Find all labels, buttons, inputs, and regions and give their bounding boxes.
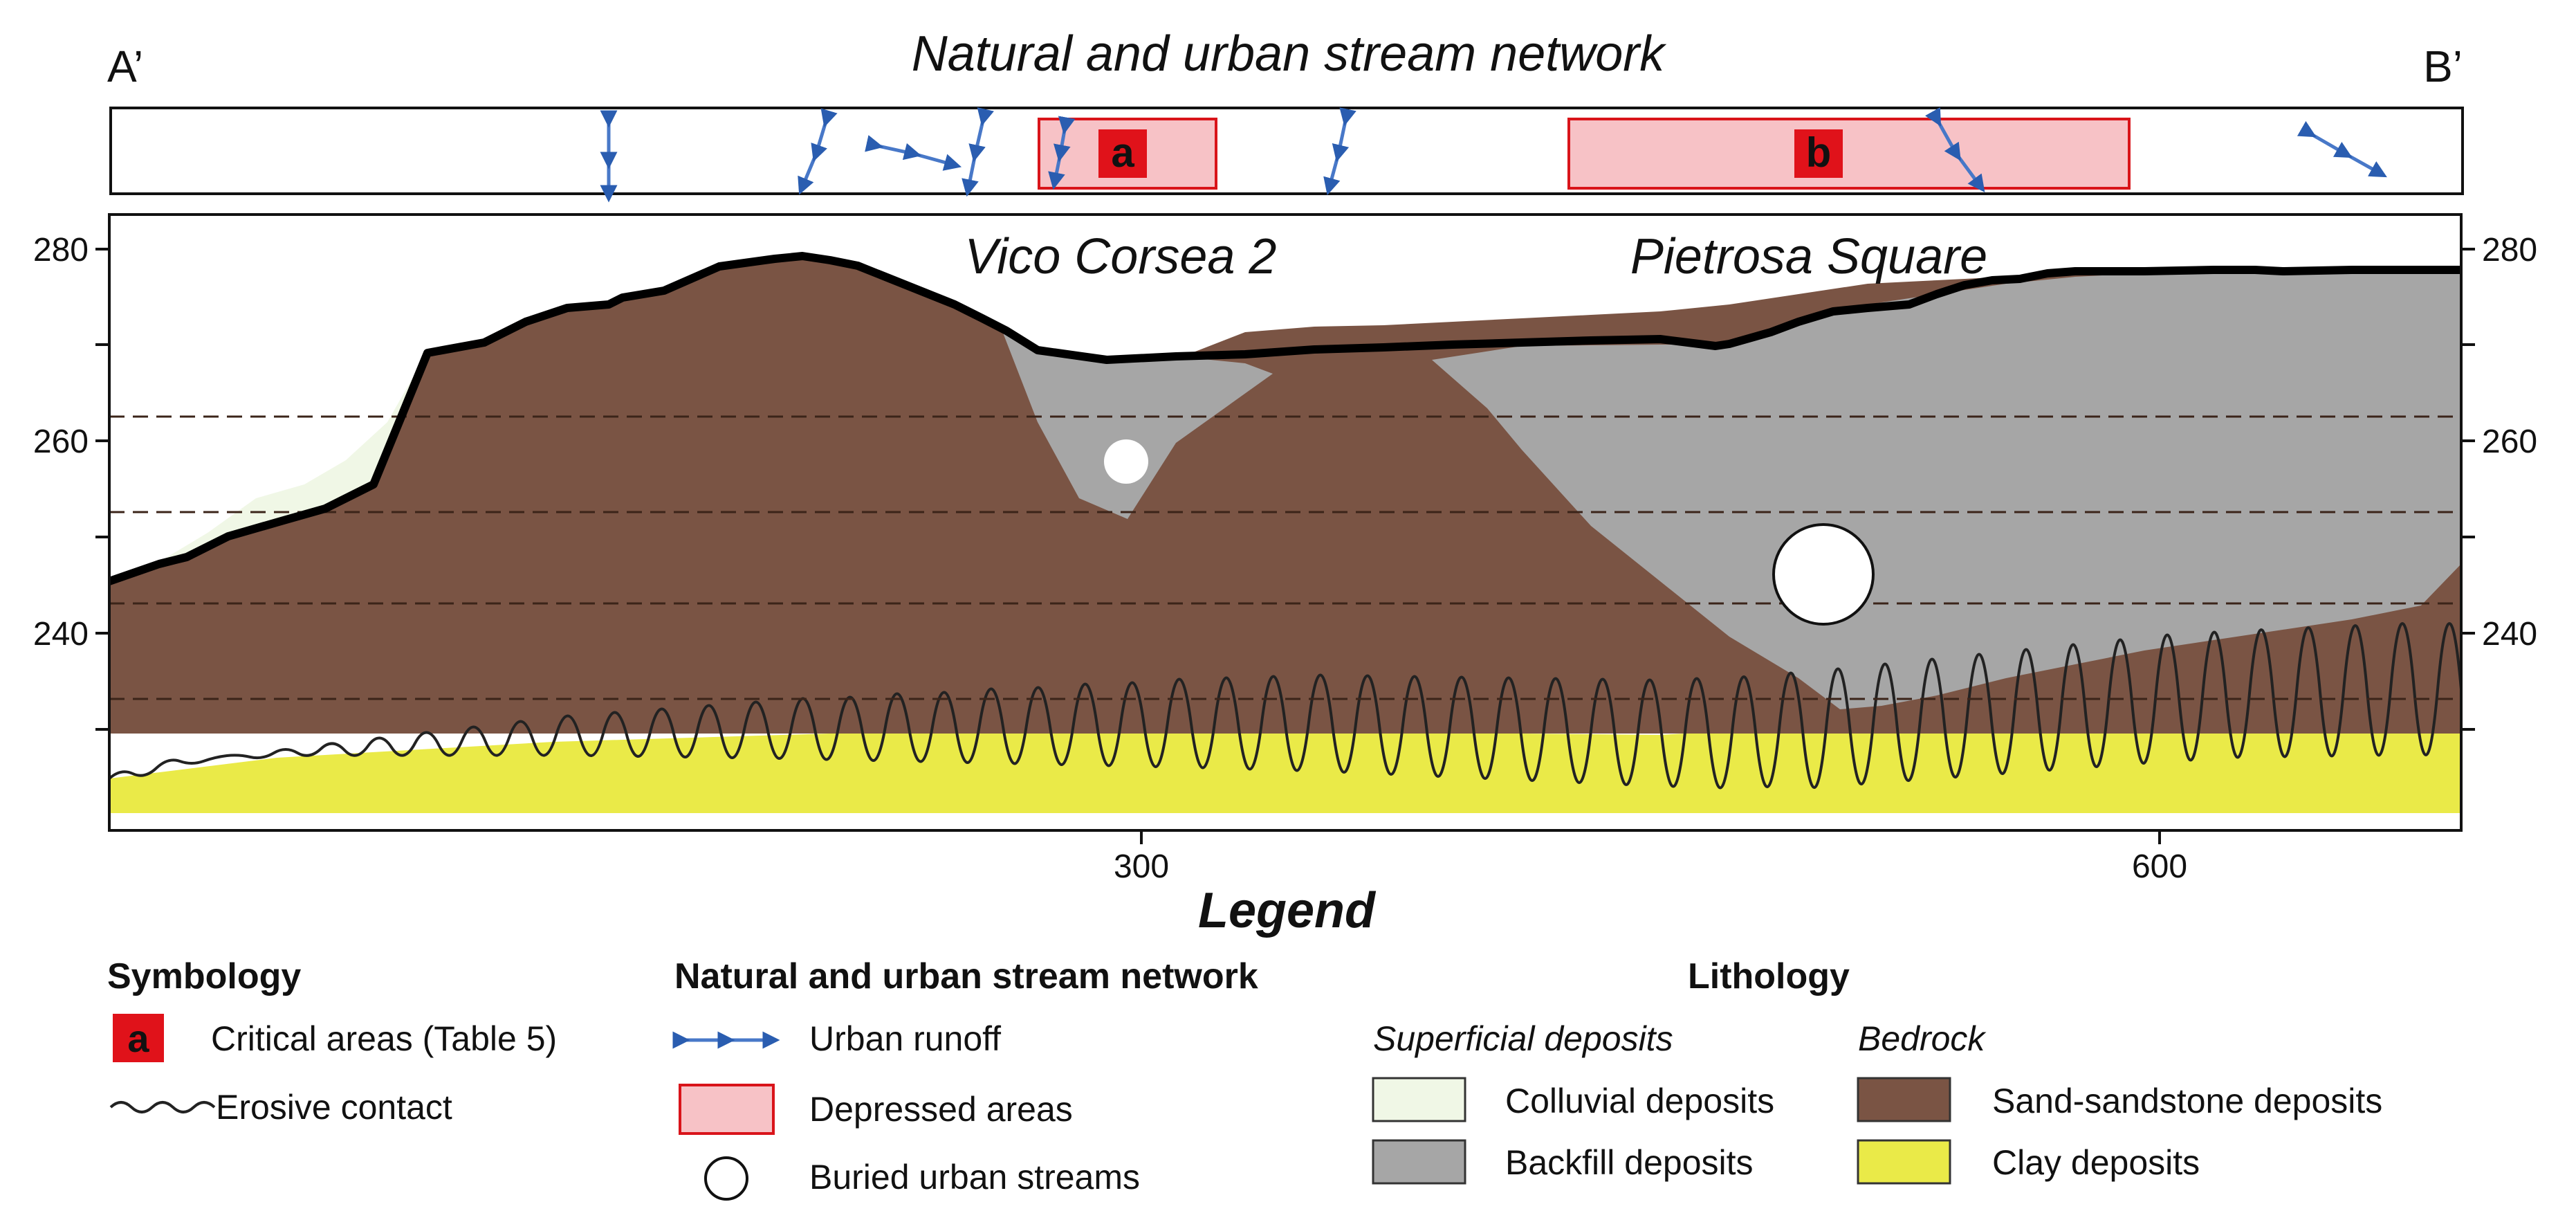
- runoff-arrow: [1323, 107, 1356, 196]
- urban-runoff-arrows: [600, 107, 2387, 203]
- superficial-deposits-heading: Superficial deposits: [1373, 1019, 1673, 1058]
- lithology-heading: Lithology: [1688, 956, 1850, 996]
- critical-area-b-box: [1794, 129, 1843, 178]
- network-heading: Natural and urban stream network: [674, 956, 1258, 996]
- strip-title: Natural and urban stream network: [912, 26, 1668, 82]
- runoff-arrow: [798, 108, 838, 195]
- symbology-heading: Symbology: [107, 956, 301, 996]
- colluvial-deposits-layer: [109, 353, 427, 583]
- sand-sandstone-label: Sand-sandstone deposits: [1992, 1082, 2382, 1120]
- erosive-contact-legend-icon: [109, 1101, 216, 1113]
- topographic-surface: [109, 252, 2461, 585]
- critical-areas-label: Critical areas (Table 5): [211, 1019, 557, 1058]
- depressed-areas-label: Depressed areas: [809, 1090, 1073, 1129]
- axis-ticks: [95, 248, 2475, 844]
- erosive-contact-line: [109, 622, 2461, 790]
- runoff-arrow: [865, 135, 962, 171]
- right-tick-label: 240: [2482, 616, 2537, 653]
- place-label-vico-corsea: Vico Corsea 2: [965, 229, 1277, 284]
- clay-legend-swatch: [1857, 1139, 1951, 1185]
- critical-area-a-label: a: [1111, 129, 1134, 176]
- dashed-reference-lines: [109, 415, 2461, 700]
- backfill-legend-swatch: [1372, 1139, 1466, 1185]
- bottom-tick-label: 600: [2132, 848, 2187, 885]
- left-tick-label: 260: [33, 424, 89, 460]
- depressed-area-b: [1567, 118, 2131, 190]
- cross-section-layers: [109, 252, 2461, 813]
- place-label-pietrosa: Pietrosa Square: [1630, 229, 1987, 284]
- erosive-contact-label: Erosive contact: [216, 1088, 452, 1127]
- backfill-deposits-pietrosa: [1432, 270, 2461, 709]
- section-start-label: A’: [107, 42, 143, 91]
- critical-area-a-box: [1098, 129, 1147, 178]
- runoff-arrow: [1924, 107, 1985, 193]
- backfill-label: Backfill deposits: [1505, 1143, 1754, 1182]
- sand-sandstone-legend-swatch: [1857, 1077, 1951, 1122]
- runoff-arrow: [1048, 116, 1076, 190]
- buried-stream-pietrosa: [1772, 523, 1875, 626]
- legend-title: Legend: [1198, 883, 1377, 938]
- buried-streams-label: Buried urban streams: [809, 1158, 1140, 1196]
- backfill-deposits-vico: [1002, 329, 1273, 519]
- critical-area-b-label: b: [1806, 129, 1832, 176]
- clay-deposits-layer: [109, 692, 2461, 813]
- bedrock-heading: Bedrock: [1858, 1019, 1987, 1058]
- colluvial-label: Colluvial deposits: [1505, 1082, 1774, 1120]
- critical-area-legend-symbol-box: [113, 1014, 164, 1062]
- runoff-arrow: [962, 107, 994, 197]
- colluvial-legend-swatch: [1372, 1077, 1466, 1122]
- bottom-tick-label: 300: [1114, 848, 1169, 885]
- depressed-areas-legend-icon: [679, 1084, 775, 1135]
- urban-runoff-label: Urban runoff: [809, 1019, 1001, 1058]
- left-tick-label: 240: [33, 616, 89, 653]
- section-end-label: B’: [2423, 42, 2463, 91]
- left-tick-label: 280: [33, 232, 89, 268]
- right-tick-label: 280: [2482, 232, 2537, 268]
- section-frame: [108, 213, 2463, 832]
- right-tick-label: 260: [2482, 424, 2537, 460]
- critical-area-legend-symbol: a: [127, 1017, 149, 1060]
- runoff-arrow: [2297, 120, 2387, 178]
- clay-label: Clay deposits: [1992, 1143, 2200, 1182]
- buried-streams-legend-icon: [704, 1156, 748, 1201]
- buried-stream-vico: [1104, 439, 1148, 484]
